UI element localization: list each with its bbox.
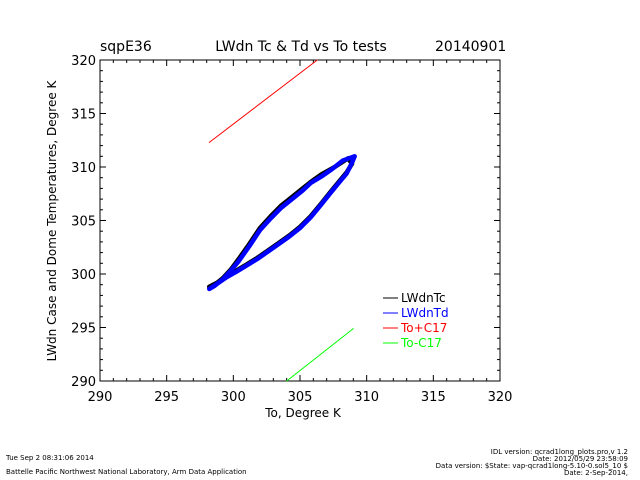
x-tick-label: 315 [421,390,446,405]
chart-title: LWdn Tc & Td vs To tests [215,39,387,55]
y-tick-label: 305 [71,215,96,230]
date-label: 20140901 [435,39,506,55]
series-to-c17 [208,59,318,143]
x-tick-label: 295 [154,390,179,405]
footer-data-date: Date: 2-Sep-2014, [564,469,628,477]
x-tick-label: 310 [354,390,379,405]
footer-idl-date: Date: 2012/05/29 23:58:09 [533,455,628,463]
legend-entry: To+C17 [400,321,447,335]
footer-idl-version: IDL version: qcrad1long_plots.pro,v 1.2 [491,448,628,456]
footer-timestamp: Tue Sep 2 08:31:06 2014 [5,454,94,462]
x-tick-label: 300 [221,390,246,405]
y-tick-label: 300 [71,268,96,283]
footer-organization: Battelle Pacific Northwest National Labo… [6,468,247,476]
legend-entry: LWdnTc [401,291,446,305]
x-tick-label: 290 [88,390,113,405]
x-tick-label: 320 [488,390,513,405]
x-tick-labels: 290 295 300 305 310 315 320 [88,390,513,405]
y-tick-label: 320 [71,54,96,69]
series-to-c17 [286,328,354,382]
x-axis-label: To, Degree K [264,406,342,420]
y-tick-label: 290 [71,375,96,390]
x-tick-label: 305 [288,390,313,405]
y-tick-label: 295 [71,322,96,337]
axis-ticks [99,59,501,382]
y-tick-label: 310 [71,161,96,176]
site-label: sqpE36 [100,39,152,55]
footer-data-version: Data version: $State: vap-qcrad1long-5.1… [436,462,628,470]
y-tick-labels: 290 295 300 305 310 315 320 [71,54,96,390]
y-axis-label: LWdn Case and Dome Temperatures, Degree … [45,79,59,361]
series-lwdntd [207,154,357,292]
y-tick-label: 315 [71,108,96,123]
legend-entry: LWdnTd [401,306,449,320]
series-layer [207,59,357,382]
legend-entry: To-C17 [400,336,442,350]
